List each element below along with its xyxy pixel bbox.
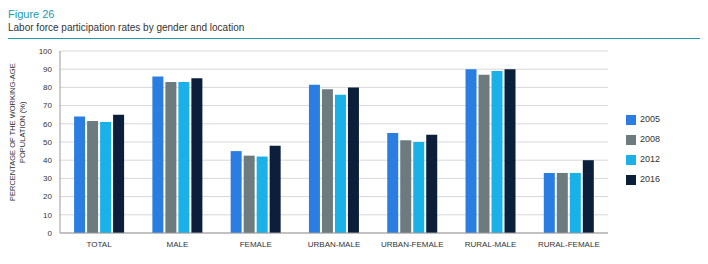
svg-text:40: 40 xyxy=(43,156,52,165)
html-text:2016: 2016 xyxy=(640,174,660,184)
svg-text:URBAN-MALE: URBAN-MALE xyxy=(308,240,360,249)
svg-text:30: 30 xyxy=(43,174,52,183)
svg-text:FEMALE: FEMALE xyxy=(240,240,272,249)
html-text:2005: 2005 xyxy=(640,114,660,124)
html-text:2008: 2008 xyxy=(640,134,660,144)
svg-text:70: 70 xyxy=(43,101,52,110)
svg-text:20: 20 xyxy=(43,192,52,201)
svg-text:RURAL-MALE: RURAL-MALE xyxy=(465,240,517,249)
html-text:2012: 2012 xyxy=(640,154,660,164)
svg-text:80: 80 xyxy=(43,83,52,92)
svg-text:URBAN-FEMALE: URBAN-FEMALE xyxy=(381,240,444,249)
svg-text:50: 50 xyxy=(43,138,52,147)
svg-text:0: 0 xyxy=(48,229,53,238)
svg-text:60: 60 xyxy=(43,120,52,129)
svg-text:RURAL-FEMALE: RURAL-FEMALE xyxy=(538,240,600,249)
svg-text:90: 90 xyxy=(43,65,52,74)
svg-text:TOTAL: TOTAL xyxy=(87,240,113,249)
svg-text:MALE: MALE xyxy=(167,240,189,249)
html-text:Labor force participation rate: Labor force participation rates by gende… xyxy=(8,22,245,33)
svg-text:100: 100 xyxy=(39,47,53,56)
html-text:Figure 26: Figure 26 xyxy=(8,8,55,20)
svg-text:10: 10 xyxy=(43,211,52,220)
html-text:PERCENTAGE OF THE WORKING-AGE: PERCENTAGE OF THE WORKING-AGE POPULATION… xyxy=(8,63,27,202)
